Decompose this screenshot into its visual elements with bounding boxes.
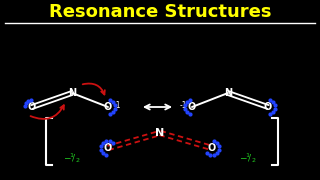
Text: Resonance Structures: Resonance Structures bbox=[49, 3, 271, 21]
Text: O: O bbox=[104, 102, 112, 112]
Text: $-\!^1\!/_2$: $-\!^1\!/_2$ bbox=[239, 151, 257, 165]
FancyArrowPatch shape bbox=[83, 84, 105, 95]
Text: O: O bbox=[28, 102, 36, 112]
Text: -1: -1 bbox=[179, 100, 187, 109]
Text: O: O bbox=[104, 143, 112, 153]
Text: O: O bbox=[264, 102, 272, 112]
Text: N: N bbox=[156, 128, 164, 138]
Text: O: O bbox=[208, 143, 216, 153]
Text: $-\!^1\!/_2$: $-\!^1\!/_2$ bbox=[63, 151, 81, 165]
Text: -1: -1 bbox=[113, 100, 121, 109]
Text: N: N bbox=[224, 88, 232, 98]
FancyArrowPatch shape bbox=[30, 105, 64, 119]
Text: N: N bbox=[68, 88, 76, 98]
Text: O: O bbox=[188, 102, 196, 112]
